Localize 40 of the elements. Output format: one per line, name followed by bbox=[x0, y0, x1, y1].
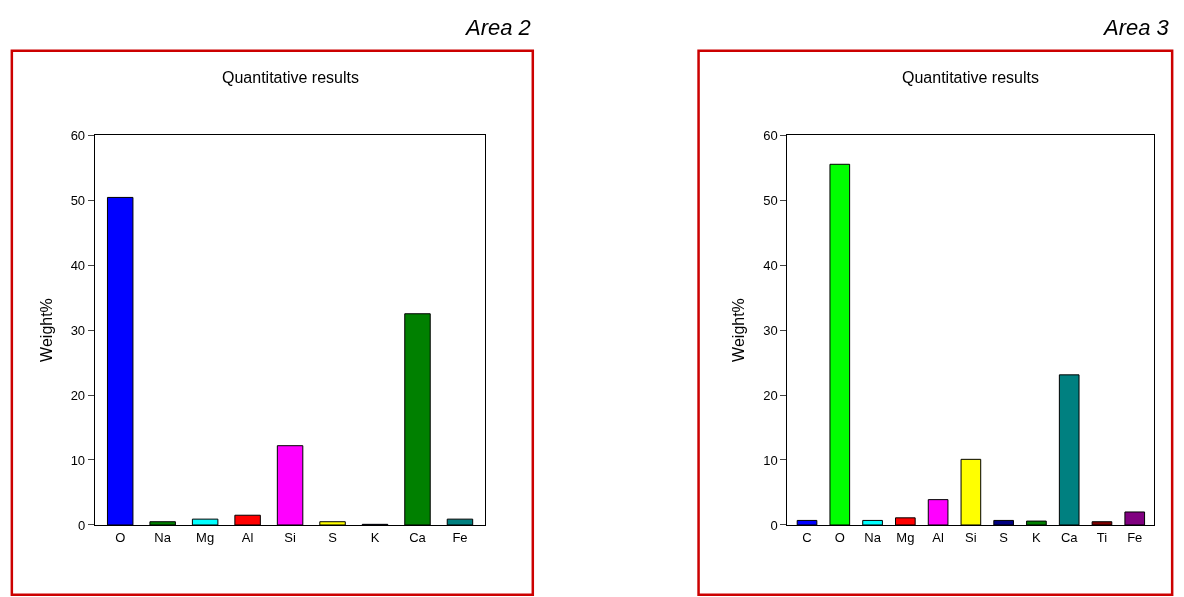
y-tick-label: 0 bbox=[770, 517, 778, 533]
y-axis-title: Weight% bbox=[730, 298, 748, 362]
x-tick-label: Al bbox=[241, 529, 254, 545]
x-tick-label: K bbox=[1032, 529, 1042, 545]
y-tick-label: 50 bbox=[70, 192, 86, 208]
y-tick-label: 20 bbox=[70, 387, 86, 403]
y-tick-label: 50 bbox=[763, 192, 778, 208]
x-tick-label: S bbox=[328, 529, 338, 545]
chart-title: Quantitative results bbox=[902, 69, 1039, 86]
x-tick-label: O bbox=[834, 529, 845, 545]
chart-subtitle: Area 3 bbox=[1102, 15, 1170, 40]
x-tick-label: Na bbox=[154, 529, 172, 545]
y-tick-label: 0 bbox=[77, 517, 86, 533]
y-tick-label: 40 bbox=[763, 257, 778, 273]
x-tick-label: Si bbox=[965, 529, 977, 545]
x-tick-label: C bbox=[802, 529, 812, 545]
x-tick-label: Fe bbox=[452, 529, 468, 545]
x-tick-label: Si bbox=[284, 529, 296, 545]
chart-title: Quantitative results bbox=[222, 69, 359, 86]
y-tick-label: 60 bbox=[763, 127, 778, 143]
y-axis-title: Weight% bbox=[37, 298, 55, 362]
y-tick-label: 10 bbox=[70, 452, 86, 468]
x-tick-label: Ti bbox=[1096, 529, 1108, 545]
x-tick-label: Mg bbox=[896, 529, 915, 545]
y-tick-label: 60 bbox=[70, 127, 86, 143]
chart-subtitle: Area 2 bbox=[464, 15, 531, 40]
x-tick-label: S bbox=[999, 529, 1009, 545]
y-tick-label: 30 bbox=[70, 322, 86, 338]
x-tick-label: Ca bbox=[409, 529, 427, 545]
y-tick-label: 10 bbox=[763, 452, 778, 468]
y-tick-label: 40 bbox=[70, 257, 86, 273]
x-tick-label: Na bbox=[864, 529, 882, 545]
y-tick-label: 20 bbox=[763, 387, 778, 403]
x-tick-label: Mg bbox=[196, 529, 215, 545]
x-tick-label: O bbox=[115, 529, 126, 545]
x-tick-label: Fe bbox=[1127, 529, 1143, 545]
y-tick-label: 30 bbox=[763, 322, 778, 338]
x-tick-label: Al bbox=[932, 529, 944, 545]
x-tick-label: K bbox=[370, 529, 380, 545]
x-tick-label: Ca bbox=[1060, 529, 1079, 545]
